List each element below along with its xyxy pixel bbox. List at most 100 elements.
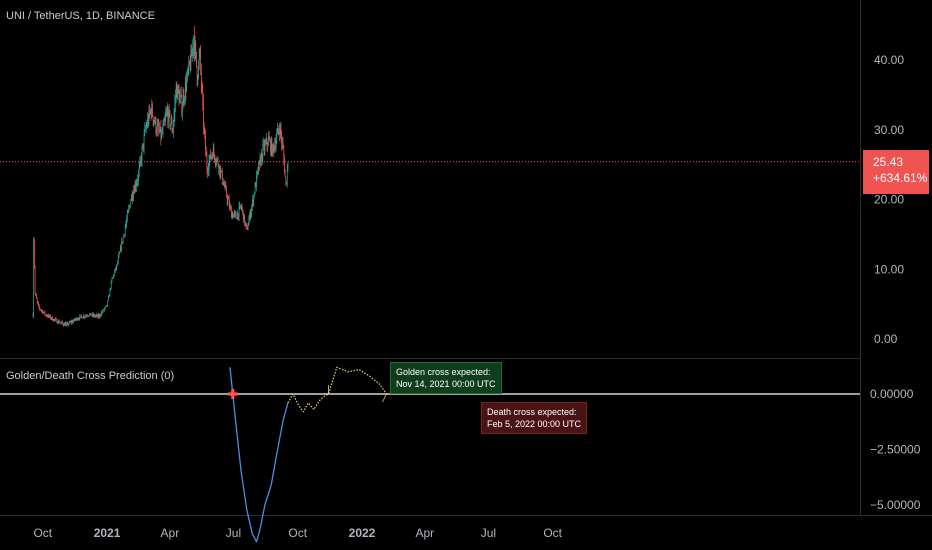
- candle-body: [57, 320, 59, 324]
- candle: [209, 153, 211, 167]
- candle-body: [247, 228, 248, 230]
- candle: [181, 86, 183, 118]
- candle-body: [228, 199, 230, 208]
- candle-body: [91, 315, 92, 317]
- candle-body: [274, 144, 275, 151]
- candle-body: [101, 312, 102, 316]
- candle-body: [52, 317, 53, 321]
- candle-body: [270, 140, 272, 152]
- candle-body: [230, 206, 231, 209]
- golden-cross-date: Nov 14, 2021 00:00 UTC: [396, 379, 496, 389]
- time-axis-tick-label[interactable]: Apr: [161, 526, 180, 540]
- candle: [179, 89, 181, 103]
- candle: [61, 321, 62, 325]
- candle: [208, 154, 210, 177]
- candle-body: [41, 310, 42, 311]
- candle-body: [36, 295, 37, 299]
- candle-body: [245, 223, 247, 226]
- candle-body: [225, 185, 227, 189]
- candle: [112, 274, 114, 279]
- candle-body: [207, 170, 208, 172]
- time-axis-tick-label[interactable]: Oct: [543, 526, 562, 540]
- candle: [167, 102, 169, 128]
- candle: [194, 35, 196, 62]
- candle: [88, 315, 90, 317]
- candle-body: [205, 150, 207, 157]
- candle-body: [123, 234, 125, 238]
- candle: [47, 314, 49, 318]
- candle: [95, 314, 97, 318]
- candle: [194, 26, 195, 62]
- candle-body: [114, 271, 116, 275]
- candle: [59, 322, 61, 325]
- candle-body: [148, 109, 150, 124]
- candle: [207, 163, 209, 177]
- candle-body: [43, 311, 45, 313]
- candle: [147, 113, 149, 128]
- candle: [143, 129, 145, 155]
- candle-body: [63, 324, 65, 326]
- candle-body: [47, 316, 48, 317]
- time-axis-tick-label[interactable]: 2021: [94, 526, 121, 540]
- candle: [224, 180, 225, 188]
- time-axis-tick-label[interactable]: Jul: [481, 526, 496, 540]
- time-axis-tick-label[interactable]: 2022: [349, 526, 376, 540]
- candle: [126, 214, 127, 228]
- candle: [138, 161, 140, 179]
- candle-body: [126, 212, 128, 220]
- time-axis-tick-label[interactable]: Oct: [288, 526, 307, 540]
- candle-body: [246, 225, 248, 229]
- candle: [180, 94, 182, 98]
- candle: [117, 260, 118, 266]
- candle: [240, 203, 242, 210]
- candle-body: [171, 121, 173, 131]
- candle: [154, 116, 156, 126]
- candle-body: [179, 96, 180, 103]
- candle: [75, 318, 76, 322]
- candle: [126, 209, 128, 223]
- time-axis-tick-label[interactable]: Jul: [226, 526, 241, 540]
- candle-body: [54, 319, 55, 320]
- candle: [168, 106, 169, 129]
- candle-body: [209, 154, 211, 161]
- candle-body: [202, 90, 204, 102]
- candle: [122, 236, 124, 245]
- candle: [277, 122, 278, 134]
- price-pane[interactable]: [0, 26, 860, 327]
- candle: [112, 277, 113, 279]
- candle: [199, 47, 201, 60]
- candle-body: [139, 160, 141, 167]
- candle-body: [287, 161, 289, 169]
- candle-body: [86, 315, 88, 317]
- candle-body: [96, 314, 98, 317]
- candle: [187, 65, 189, 76]
- candle: [45, 314, 46, 316]
- price-axis-tick-label: 30.00: [874, 123, 904, 137]
- candle-body: [279, 127, 281, 134]
- candle-body: [146, 126, 148, 127]
- candle-body: [254, 183, 256, 194]
- candle-body: [126, 219, 127, 224]
- candle: [177, 84, 179, 95]
- candle: [282, 137, 283, 150]
- candle: [283, 145, 285, 166]
- indicator-title[interactable]: Golden/Death Cross Prediction (0): [6, 370, 175, 382]
- candle: [251, 194, 253, 212]
- candle-body: [242, 208, 243, 211]
- time-axis-tick-label[interactable]: Apr: [416, 526, 435, 540]
- candle-body: [144, 129, 146, 135]
- price-change-percent: +634.61%: [873, 171, 928, 185]
- candle: [89, 313, 90, 317]
- candle-body: [152, 116, 154, 122]
- candle-body: [36, 298, 38, 302]
- candle-body: [92, 313, 94, 316]
- candle: [196, 51, 197, 69]
- candle: [286, 164, 288, 188]
- time-axis-tick-label[interactable]: Oct: [33, 526, 52, 540]
- candle: [146, 121, 148, 129]
- candle-body: [53, 319, 55, 321]
- symbol-header[interactable]: UNI / TetherUS, 1D, BINANCE: [6, 10, 155, 22]
- candle-body: [90, 313, 92, 316]
- indicator-pane[interactable]: [0, 366, 860, 543]
